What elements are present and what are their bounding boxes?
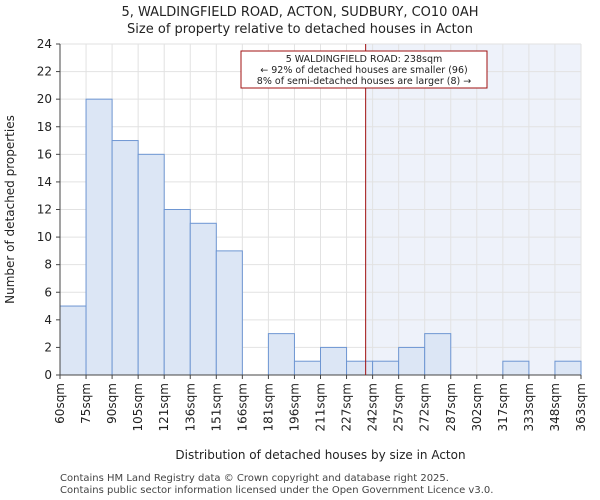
histogram-bar: [59, 305, 87, 376]
footer-licence: Contains public sector information licen…: [60, 485, 494, 496]
histogram-bar: [111, 140, 139, 376]
histogram-bar: [502, 360, 530, 376]
y-tick-label: 6: [44, 285, 52, 299]
footer-copyright: Contains HM Land Registry data © Crown c…: [60, 473, 449, 484]
annotation-line-3: 8% of semi-detached houses are larger (8…: [257, 76, 471, 87]
y-tick-label: 0: [44, 368, 52, 382]
x-tick-label: 75sqm: [79, 383, 93, 424]
y-tick-label: 18: [37, 120, 52, 134]
x-tick-label: 257sqm: [392, 383, 406, 431]
annotation-line-2: ← 92% of detached houses are smaller (96…: [260, 65, 467, 76]
histogram-bar: [320, 346, 348, 376]
x-tick-label: 272sqm: [418, 383, 432, 431]
chart-subtitle: Size of property relative to detached ho…: [127, 22, 473, 37]
histogram-bar: [372, 360, 400, 376]
histogram-bar: [215, 250, 243, 376]
histogram-bar: [398, 346, 426, 376]
y-tick-label: 24: [37, 37, 52, 51]
x-tick-label: 60sqm: [53, 383, 67, 424]
histogram-bar: [189, 222, 217, 376]
x-tick-label: 90sqm: [105, 383, 119, 424]
x-tick-label: 105sqm: [131, 383, 145, 431]
annotation-box: [240, 50, 488, 89]
x-tick-label: 333sqm: [522, 383, 536, 431]
x-tick-label: 348sqm: [548, 383, 562, 431]
annotation-line-1: 5 WALDINGFIELD ROAD: 238sqm: [286, 54, 443, 65]
x-tick-label: 211sqm: [314, 383, 328, 431]
y-tick-label: 4: [44, 313, 52, 327]
histogram-bar: [346, 360, 374, 376]
histogram-bar: [163, 209, 191, 376]
y-tick-label: 14: [37, 175, 52, 189]
x-tick-label: 136sqm: [183, 383, 197, 431]
x-tick-label: 151sqm: [209, 383, 223, 431]
x-tick-label: 317sqm: [496, 383, 510, 431]
y-axis-label: Number of detached properties: [3, 115, 17, 304]
y-tick-label: 8: [44, 258, 52, 272]
histogram-bar: [137, 153, 165, 376]
histogram-bar: [424, 333, 452, 376]
y-tick-label: 2: [44, 340, 52, 354]
x-tick-label: 242sqm: [366, 383, 380, 431]
x-tick-label: 287sqm: [444, 383, 458, 431]
x-axis-label: Distribution of detached houses by size …: [175, 448, 465, 462]
x-tick-label: 181sqm: [261, 383, 275, 431]
x-tick-label: 196sqm: [287, 383, 301, 431]
y-tick-label: 22: [37, 65, 52, 79]
y-tick-label: 12: [37, 203, 52, 217]
x-tick-label: 121sqm: [157, 383, 171, 431]
histogram-bar: [85, 98, 113, 376]
y-tick-label: 10: [37, 230, 52, 244]
histogram-bar: [293, 360, 322, 376]
x-tick-label: 166sqm: [235, 383, 249, 431]
x-tick-label: 363sqm: [574, 383, 588, 431]
chart-title: 5, WALDINGFIELD ROAD, ACTON, SUDBURY, CO…: [121, 5, 479, 20]
x-tick-label: 302sqm: [470, 383, 484, 431]
histogram-bar: [554, 360, 582, 376]
x-tick-label: 227sqm: [340, 383, 354, 431]
y-tick-label: 20: [37, 92, 52, 106]
y-tick-label: 16: [37, 147, 52, 161]
histogram-bar: [267, 333, 295, 376]
